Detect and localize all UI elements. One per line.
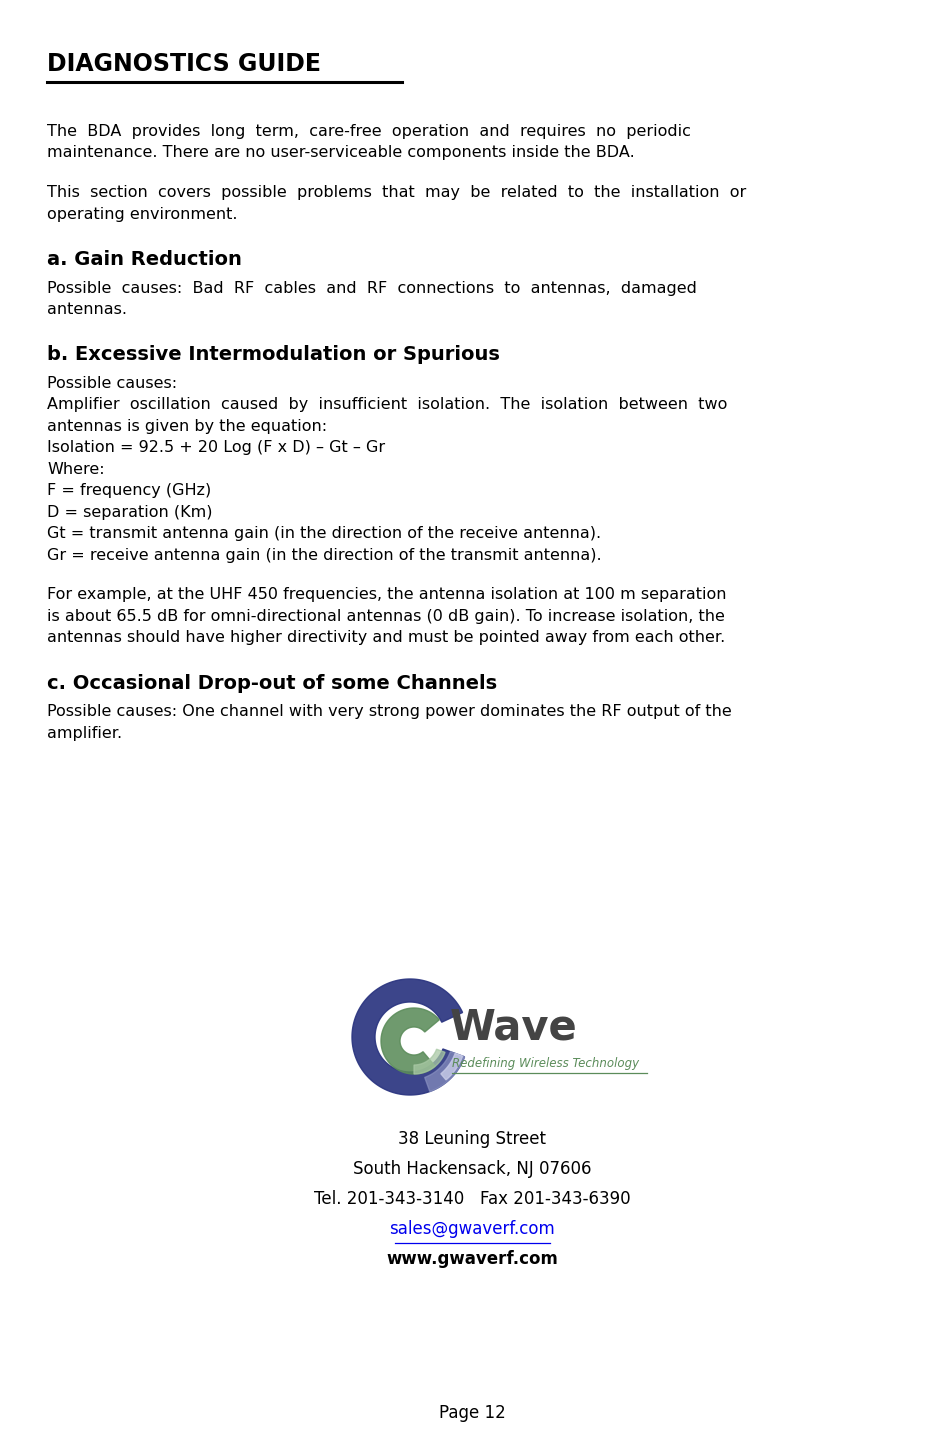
Polygon shape bbox=[381, 1008, 439, 1074]
Text: Where:: Where: bbox=[47, 463, 105, 477]
Text: Possible causes:: Possible causes: bbox=[47, 376, 177, 392]
Text: Tel. 201-343-3140   Fax 201-343-6390: Tel. 201-343-3140 Fax 201-343-6390 bbox=[313, 1190, 631, 1208]
Text: Gr = receive antenna gain (in the direction of the transmit antenna).: Gr = receive antenna gain (in the direct… bbox=[47, 548, 601, 563]
Polygon shape bbox=[414, 1050, 445, 1074]
Text: F = frequency (GHz): F = frequency (GHz) bbox=[47, 483, 211, 499]
Text: Redefining Wireless Technology: Redefining Wireless Technology bbox=[452, 1057, 639, 1070]
Text: South Hackensack, NJ 07606: South Hackensack, NJ 07606 bbox=[353, 1160, 591, 1177]
Text: Gt = transmit antenna gain (in the direction of the receive antenna).: Gt = transmit antenna gain (in the direc… bbox=[47, 526, 601, 541]
Polygon shape bbox=[441, 1053, 463, 1080]
Text: antennas is given by the equation:: antennas is given by the equation: bbox=[47, 419, 328, 434]
Text: 38 Leuning Street: 38 Leuning Street bbox=[398, 1130, 546, 1148]
Text: This  section  covers  possible  problems  that  may  be  related  to  the  inst: This section covers possible problems th… bbox=[47, 186, 747, 200]
Text: www.gwaverf.com: www.gwaverf.com bbox=[386, 1250, 558, 1267]
Text: is about 65.5 dB for omni-directional antennas (0 dB gain). To increase isolatio: is about 65.5 dB for omni-directional an… bbox=[47, 609, 725, 624]
Text: amplifier.: amplifier. bbox=[47, 726, 122, 741]
Polygon shape bbox=[425, 1051, 464, 1092]
Text: a. Gain Reduction: a. Gain Reduction bbox=[47, 249, 242, 270]
Text: The  BDA  provides  long  term,  care-free  operation  and  requires  no  period: The BDA provides long term, care-free op… bbox=[47, 125, 691, 139]
Text: antennas should have higher directivity and must be pointed away from each other: antennas should have higher directivity … bbox=[47, 631, 725, 645]
Text: For example, at the UHF 450 frequencies, the antenna isolation at 100 m separati: For example, at the UHF 450 frequencies,… bbox=[47, 587, 727, 603]
Text: maintenance. There are no user-serviceable components inside the BDA.: maintenance. There are no user-serviceab… bbox=[47, 145, 634, 161]
Text: Possible  causes:  Bad  RF  cables  and  RF  connections  to  antennas,  damaged: Possible causes: Bad RF cables and RF co… bbox=[47, 280, 697, 296]
Text: Isolation = 92.5 + 20 Log (F x D) – Gt – Gr: Isolation = 92.5 + 20 Log (F x D) – Gt –… bbox=[47, 441, 385, 455]
Text: c. Occasional Drop-out of some Channels: c. Occasional Drop-out of some Channels bbox=[47, 674, 497, 693]
Text: Wave: Wave bbox=[450, 1006, 578, 1048]
Text: D = separation (Km): D = separation (Km) bbox=[47, 505, 212, 521]
Text: Page 12: Page 12 bbox=[439, 1404, 505, 1422]
Text: Amplifier  oscillation  caused  by  insufficient  isolation.  The  isolation  be: Amplifier oscillation caused by insuffic… bbox=[47, 397, 728, 412]
Text: sales@gwaverf.com: sales@gwaverf.com bbox=[389, 1219, 555, 1238]
Text: operating environment.: operating environment. bbox=[47, 206, 238, 222]
Text: antennas.: antennas. bbox=[47, 302, 127, 318]
Text: DIAGNOSTICS GUIDE: DIAGNOSTICS GUIDE bbox=[47, 52, 321, 75]
Text: b. Excessive Intermodulation or Spurious: b. Excessive Intermodulation or Spurious bbox=[47, 345, 500, 364]
Text: Possible causes: One channel with very strong power dominates the RF output of t: Possible causes: One channel with very s… bbox=[47, 705, 732, 719]
Polygon shape bbox=[352, 979, 464, 1095]
